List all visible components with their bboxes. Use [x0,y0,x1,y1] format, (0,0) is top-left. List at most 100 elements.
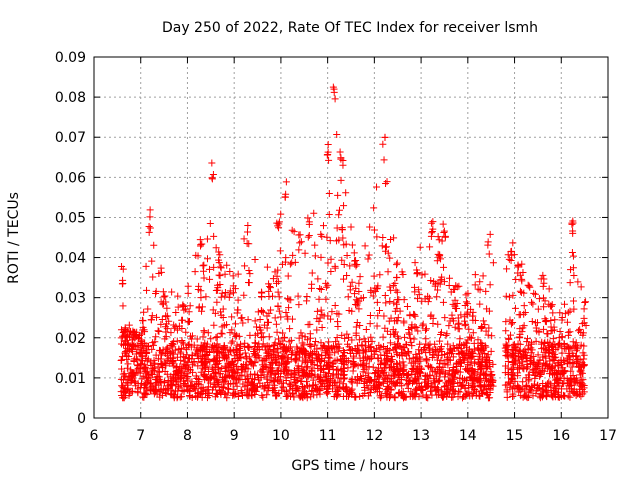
data-point [322,279,330,287]
data-point [338,256,346,264]
data-point [512,276,520,284]
data-point [305,231,313,239]
data-point [456,368,464,376]
data-point [485,307,493,315]
data-point [520,387,528,395]
data-point [198,352,206,360]
data-point [187,381,195,389]
data-point [177,373,185,381]
data-point [185,365,193,373]
data-point [243,228,251,236]
data-point [517,392,525,400]
data-point [509,375,517,383]
data-point [318,383,326,391]
data-point [566,393,574,401]
data-point [570,272,578,280]
data-point [258,293,266,301]
data-point [313,326,321,334]
data-point [338,367,346,375]
data-point [548,301,556,309]
data-point [405,377,413,385]
data-point [300,371,308,379]
data-point [464,289,472,297]
data-point [259,308,267,316]
data-point [428,353,436,361]
data-point [146,213,154,221]
data-point [429,218,437,226]
data-point [362,325,370,333]
data-point [216,251,224,259]
data-point [531,290,539,298]
data-point [121,384,129,392]
data-point [577,329,585,337]
data-point [263,318,271,326]
data-point [445,281,453,289]
data-point [410,335,418,343]
data-point [441,351,449,359]
data-point [516,271,524,279]
data-point [389,379,397,387]
data-point [395,342,403,350]
data-point [503,381,511,389]
data-point [136,364,144,372]
data-point [332,388,340,396]
data-point [265,384,273,392]
data-point [535,295,543,303]
data-point [180,302,188,310]
data-point [191,268,199,276]
data-point [140,308,148,316]
data-point [570,343,578,351]
data-point [313,391,321,399]
data-point [436,370,444,378]
data-point [265,309,273,317]
data-point [247,391,255,399]
data-point [266,346,274,354]
data-point [288,349,296,357]
data-point [161,292,169,300]
data-point [148,312,156,320]
data-point [399,388,407,396]
data-point [231,330,239,338]
data-point [507,320,515,328]
data-point [251,339,259,347]
data-point [161,358,169,366]
data-point [177,344,185,352]
data-point [249,362,257,370]
data-point [210,372,218,380]
data-point [549,393,557,401]
data-point [530,289,538,297]
data-point [268,359,276,367]
data-point [190,385,198,393]
data-point [197,384,205,392]
data-point [347,377,355,385]
data-point [185,354,193,362]
data-point [515,347,523,355]
data-point [164,312,172,320]
data-point [563,318,571,326]
data-point [331,264,339,272]
data-point [163,352,171,360]
data-point [194,344,202,352]
data-point [473,374,481,382]
data-point [476,382,484,390]
data-point [470,369,478,377]
data-point [306,330,314,338]
data-point [249,382,257,390]
data-point [198,240,206,248]
data-point [502,352,510,360]
data-point [295,231,303,239]
data-point [222,364,230,372]
data-point [157,320,165,328]
data-point [434,286,442,294]
data-point [155,328,163,336]
data-point [271,356,279,364]
data-point [531,381,539,389]
data-point [162,333,170,341]
data-point [346,262,354,270]
data-point [440,229,448,237]
data-point [340,202,348,210]
data-point [245,279,253,287]
data-point [355,279,363,287]
data-point [469,312,477,320]
data-point [170,324,178,332]
